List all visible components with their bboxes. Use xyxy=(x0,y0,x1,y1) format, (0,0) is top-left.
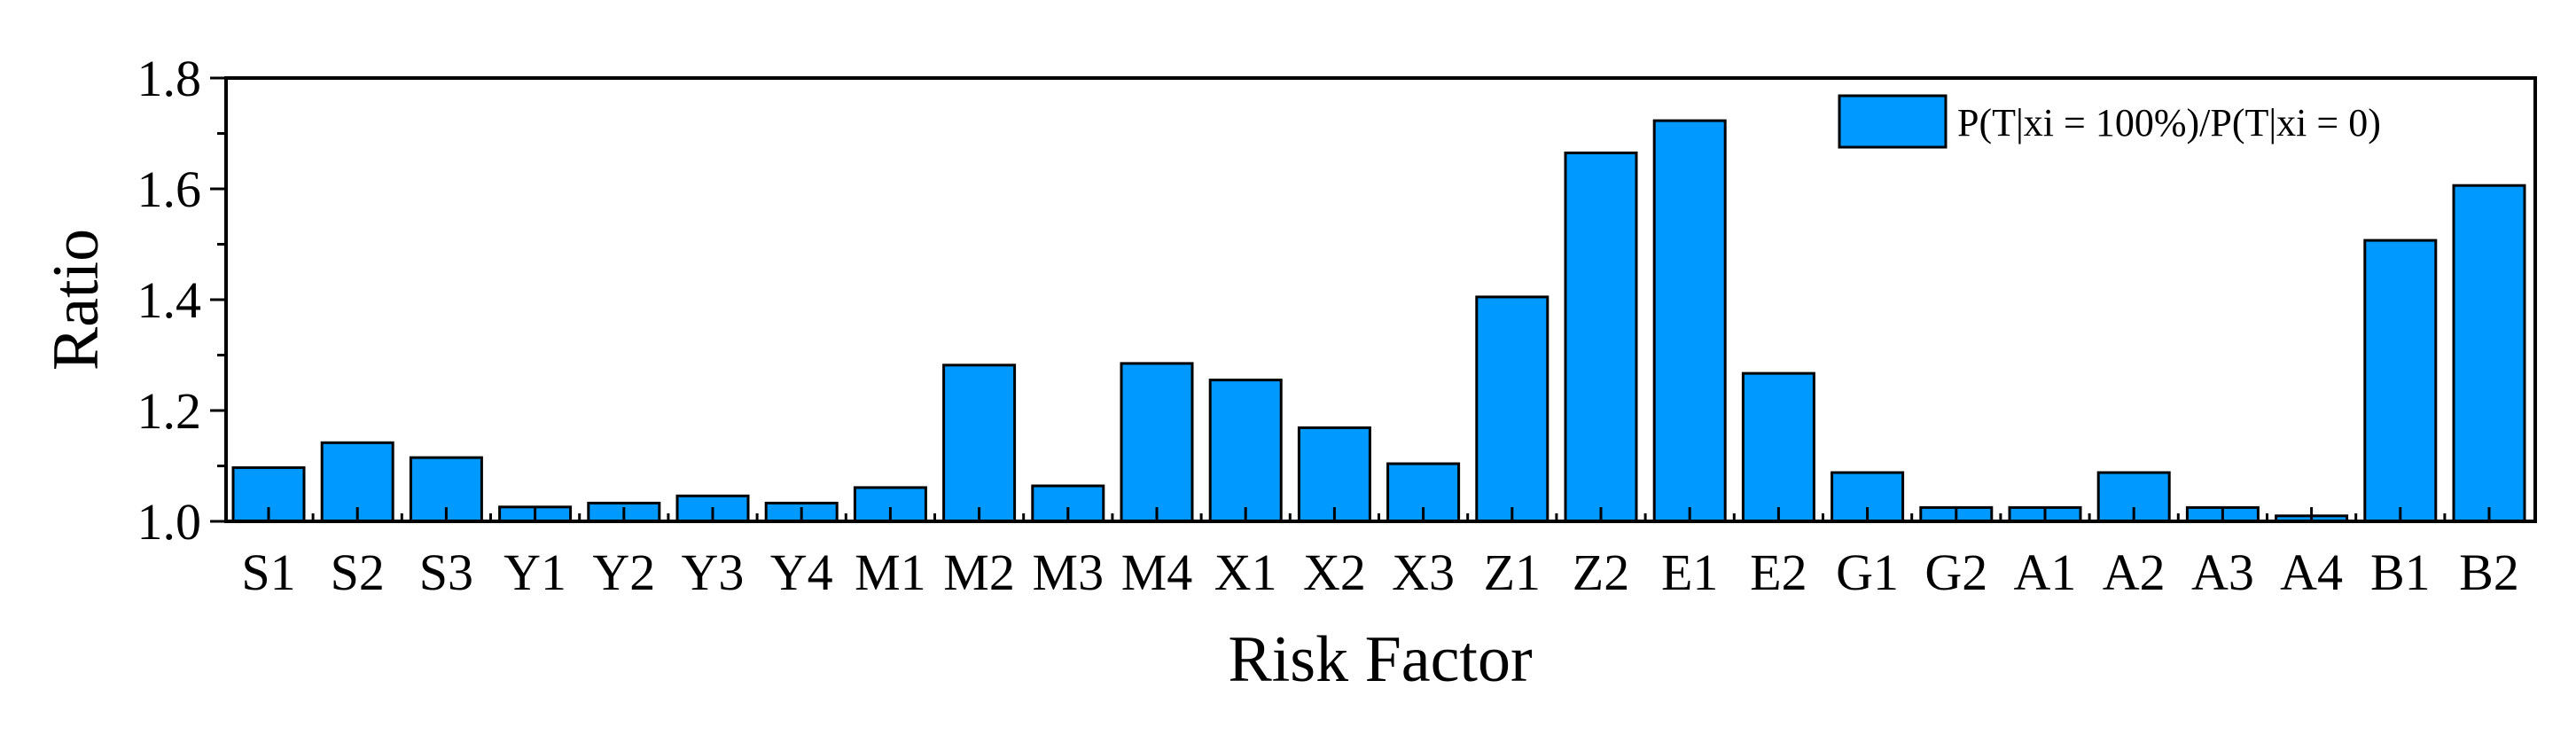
bar-e2 xyxy=(1741,372,1815,523)
y-tick-label: 1.8 xyxy=(137,50,202,107)
x-tick-label-s1: S1 xyxy=(241,544,295,601)
x-tick-label-e2: E2 xyxy=(1750,544,1807,601)
y-axis-title: Ratio xyxy=(40,229,113,371)
x-tick-label-b1: B1 xyxy=(2370,544,2431,601)
bars-layer xyxy=(231,119,2526,523)
legend: P(T|xi = 100%)/P(T|xi = 0) xyxy=(1838,94,2381,149)
ticks-layer xyxy=(210,76,2491,523)
x-tick-label-x1: X1 xyxy=(1214,544,1277,601)
x-tick-label-a1: A1 xyxy=(2014,544,2077,601)
bar-x1 xyxy=(1208,379,1283,523)
legend-swatch xyxy=(1838,94,1948,149)
bar-z1 xyxy=(1475,295,1550,523)
x-tick-label-m1: M1 xyxy=(855,544,926,601)
x-axis-title: Risk Factor xyxy=(1228,623,1532,696)
x-tick-label-y2: Y2 xyxy=(592,544,655,601)
x-tick-label-y1: Y1 xyxy=(503,544,566,601)
bar-b2 xyxy=(2452,184,2526,523)
x-tick-label-x2: X2 xyxy=(1303,544,1366,601)
bar-m2 xyxy=(942,364,1017,523)
x-tick-label-a3: A3 xyxy=(2191,544,2254,601)
x-tick-label-y3: Y3 xyxy=(682,544,745,601)
x-tick-label-m4: M4 xyxy=(1121,544,1193,601)
x-tick-label-b2: B2 xyxy=(2459,544,2519,601)
labels-layer: S1 S2 S3 Y1 Y2 Y3 Y4 M1 M2 M3 M4 X1 X2 X3 Z1 Z2 E1 E2 G1 G2… xyxy=(137,50,2519,601)
x-tick-label-m2: M2 xyxy=(943,544,1015,601)
x-tick-label-s3: S3 xyxy=(419,544,473,601)
x-tick-label-g1: G1 xyxy=(1836,544,1899,601)
x-tick-label-z2: Z2 xyxy=(1573,544,1629,601)
x-tick-label-m3: M3 xyxy=(1033,544,1105,601)
x-tick-label-a2: A2 xyxy=(2103,544,2166,601)
y-tick-label: 1.0 xyxy=(137,493,202,551)
legend-label: P(T|xi = 100%)/P(T|xi = 0) xyxy=(1957,101,2381,145)
x-tick-label-y4: Y4 xyxy=(770,544,833,601)
bar-m4 xyxy=(1120,362,1194,523)
x-tick-label-x3: X3 xyxy=(1392,544,1455,601)
x-tick-label-a4: A4 xyxy=(2280,544,2343,601)
x-tick-label-g2: G2 xyxy=(1924,544,1987,601)
x-tick-label-s2: S2 xyxy=(331,544,385,601)
y-tick-label: 1.4 xyxy=(137,271,202,329)
bar-e1 xyxy=(1652,119,1727,523)
plot-frame xyxy=(224,76,2537,523)
x-tick-label-z1: Z1 xyxy=(1484,544,1541,601)
bar-z2 xyxy=(1564,151,1638,523)
y-tick-label: 1.2 xyxy=(137,382,202,440)
y-tick-label: 1.6 xyxy=(137,160,202,218)
x-tick-label-e1: E1 xyxy=(1661,544,1718,601)
bar-b1 xyxy=(2363,239,2438,523)
bar-x2 xyxy=(1297,426,1371,523)
